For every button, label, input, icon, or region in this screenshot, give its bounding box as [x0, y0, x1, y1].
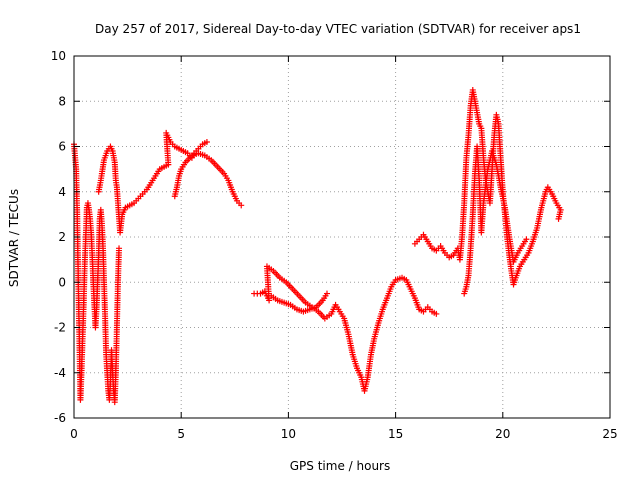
- grid-lines: [74, 56, 610, 418]
- data-point: [323, 290, 330, 297]
- data-point: [116, 245, 123, 252]
- x-tick-label: 10: [281, 427, 296, 441]
- data-point: [523, 236, 530, 243]
- data-point: [238, 202, 245, 209]
- data-point: [203, 138, 210, 145]
- x-tick-label: 25: [602, 427, 617, 441]
- y-tick-label: 0: [58, 275, 66, 289]
- x-axis-label: GPS time / hours: [290, 459, 391, 473]
- y-tick-label: 10: [51, 49, 66, 63]
- y-tick-label: -2: [54, 321, 66, 335]
- y-axis-label: SDTVAR / TECUs: [7, 189, 21, 287]
- x-tick-label: 20: [495, 427, 510, 441]
- chart-title: Day 257 of 2017, Sidereal Day-to-day VTE…: [95, 22, 581, 36]
- data-markers: [71, 86, 564, 406]
- axes: 0 5 10 15 20 25 -6 -4 -2 0 2 4 6 8 10: [51, 49, 618, 441]
- y-tick-label: -4: [54, 366, 66, 380]
- y-tick-label: 2: [58, 230, 66, 244]
- x-tick-label: 0: [70, 427, 78, 441]
- data-point: [433, 310, 440, 317]
- y-tick-label: -6: [54, 411, 66, 425]
- y-tick-label: 4: [58, 185, 66, 199]
- y-tick-label: 8: [58, 94, 66, 108]
- x-tick-label: 15: [388, 427, 403, 441]
- data-point: [555, 215, 562, 222]
- y-tick-label: 6: [58, 140, 66, 154]
- x-tick-label: 5: [177, 427, 185, 441]
